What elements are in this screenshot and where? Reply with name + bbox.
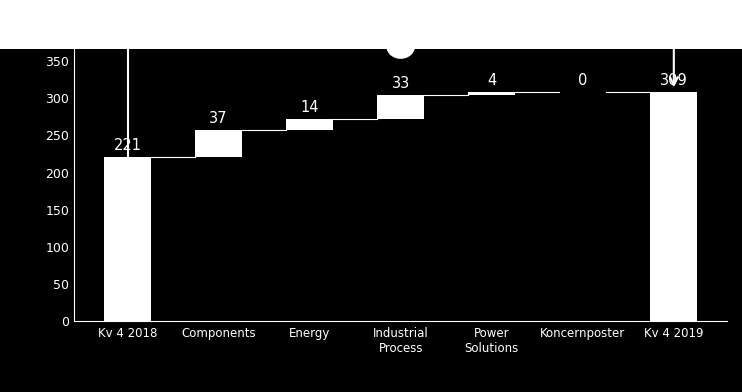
Bar [650, 92, 697, 321]
Bar [195, 129, 243, 157]
Text: 0: 0 [578, 73, 588, 88]
Bar [468, 92, 516, 94]
Ellipse shape [387, 34, 414, 58]
Text: 14: 14 [301, 100, 319, 115]
Text: 4: 4 [487, 73, 496, 88]
Text: 221: 221 [114, 138, 142, 153]
Text: 37: 37 [209, 111, 228, 126]
Bar [104, 157, 151, 321]
Text: 309: 309 [660, 73, 688, 88]
Bar [286, 119, 333, 129]
Text: 33: 33 [392, 76, 410, 91]
Bar [377, 94, 424, 119]
